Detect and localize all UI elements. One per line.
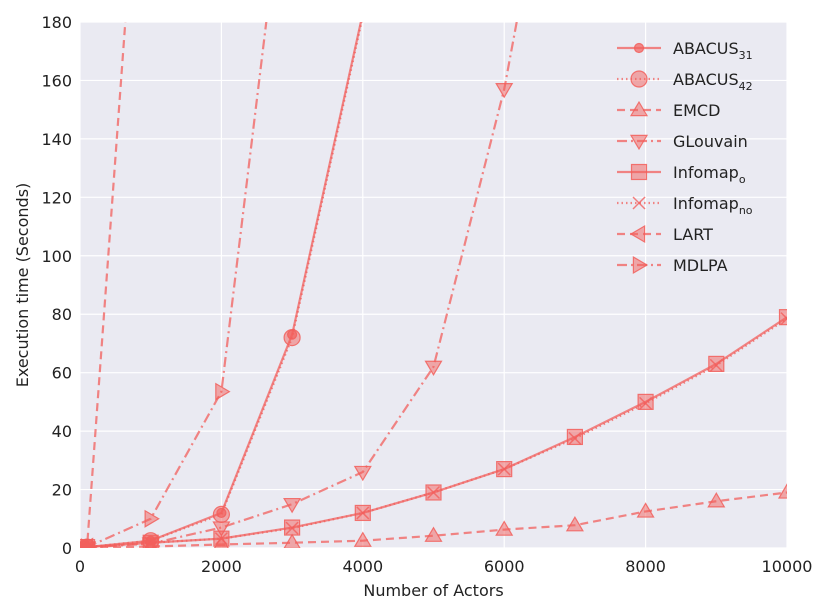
plot-background <box>80 22 787 548</box>
data-point <box>568 431 582 445</box>
data-point <box>708 355 725 372</box>
legend-marker <box>629 100 649 117</box>
x-tick-label: 6000 <box>484 557 525 576</box>
series-line <box>86 22 268 548</box>
data-point <box>780 312 787 326</box>
legend-marker <box>632 255 649 275</box>
data-point <box>424 360 443 377</box>
legend-label: ABACUS31 <box>673 39 753 62</box>
data-point <box>426 485 441 500</box>
legend-marker <box>630 70 648 88</box>
legend-label: MDLPA <box>673 256 728 275</box>
y-tick-label: 120 <box>41 188 72 207</box>
series-5 <box>80 312 787 548</box>
data-point <box>212 505 230 523</box>
data-point <box>495 83 514 99</box>
x-tick-label: 2000 <box>201 557 242 576</box>
legend-entry: GLouvain <box>617 132 748 151</box>
data-point <box>497 462 511 476</box>
y-axis-label: Execution time (Seconds) <box>13 183 32 388</box>
x-tick-label: 10000 <box>762 557 813 576</box>
y-tick-label: 140 <box>41 130 72 149</box>
legend-entry: EMCD <box>617 100 720 120</box>
data-point <box>214 532 228 546</box>
data-point <box>80 538 97 548</box>
data-point <box>495 520 514 536</box>
legend-marker <box>630 163 648 181</box>
y-tick-label: 180 <box>41 13 72 32</box>
y-tick-label: 20 <box>52 481 72 500</box>
data-point <box>566 428 584 446</box>
data-point <box>637 393 654 410</box>
legend-label: LART <box>673 225 713 244</box>
data-point <box>639 396 653 410</box>
data-point <box>709 358 723 372</box>
data-point <box>283 329 301 347</box>
data-point <box>778 309 787 326</box>
y-tick-label: 100 <box>41 247 72 266</box>
data-point <box>144 509 160 528</box>
legend-label: ABACUS42 <box>673 70 753 93</box>
series-line <box>87 22 518 548</box>
y-tick-label: 40 <box>52 422 72 441</box>
data-point <box>215 382 231 401</box>
x-tick-label: 4000 <box>342 557 383 576</box>
series-line <box>87 491 787 548</box>
data-point <box>353 531 372 547</box>
series-7 <box>80 22 268 548</box>
legend-entry: ABACUS31 <box>617 39 753 62</box>
data-point <box>636 502 655 518</box>
legend-marker <box>633 42 645 54</box>
data-point <box>356 506 370 520</box>
legend-entry: Infomapo <box>617 163 746 186</box>
data-point <box>144 536 158 548</box>
y-tick-label: 0 <box>62 539 72 558</box>
y-tick-label: 60 <box>52 364 72 383</box>
legend-entry: ABACUS42 <box>617 70 753 93</box>
x-tick-label: 8000 <box>625 557 666 576</box>
data-point <box>283 497 302 514</box>
series-layer <box>80 22 787 548</box>
tick-labels: 0 2000 4000 6000 8000 10000 0 20 40 60 80 100 120 140… <box>41 13 812 576</box>
x-axis-label: Number of Actors <box>363 581 503 600</box>
legend-label: GLouvain <box>673 132 748 151</box>
legend: ABACUS31 ABACUS42 EMCD GLouvain Infomapo Info… <box>617 39 753 275</box>
legend-label: Infomapo <box>673 163 746 186</box>
data-point <box>707 492 726 508</box>
x-tick-label: 0 <box>75 557 85 576</box>
legend-marker <box>629 224 646 244</box>
data-point <box>285 521 299 535</box>
data-point <box>424 526 443 542</box>
data-point <box>777 483 787 499</box>
legend-entry: LART <box>617 224 713 244</box>
legend-entry: Infomapno <box>617 194 753 217</box>
y-tick-label: 80 <box>52 305 72 324</box>
y-tick-label: 160 <box>41 71 72 90</box>
data-point <box>283 533 301 548</box>
data-point <box>353 465 372 482</box>
legend-label: EMCD <box>673 101 720 120</box>
legend-marker <box>632 196 646 210</box>
legend-entry: MDLPA <box>617 255 728 275</box>
legend-label: Infomapno <box>673 194 753 217</box>
legend-marker <box>629 134 649 151</box>
data-point <box>565 516 584 532</box>
data-point <box>212 521 231 537</box>
